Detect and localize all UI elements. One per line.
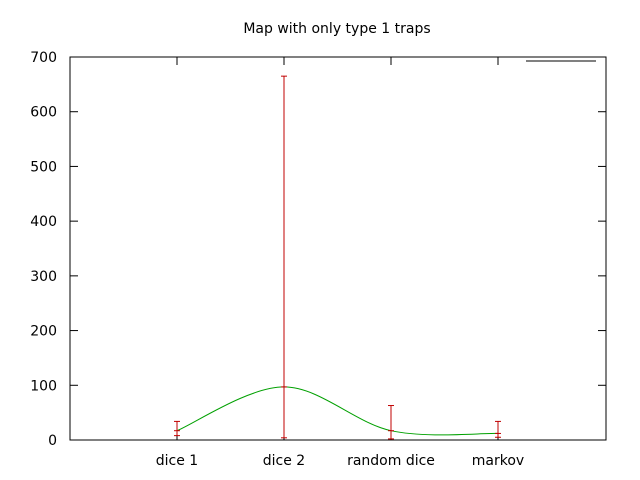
y-tick-label: 700 bbox=[30, 50, 57, 66]
y-tick-label: 0 bbox=[48, 433, 57, 449]
x-axis: dice 1 dice 2 random dice markov bbox=[156, 57, 524, 469]
series-layer bbox=[174, 75, 501, 440]
x-tick-label: dice 2 bbox=[263, 453, 305, 469]
x-tick-label: dice 1 bbox=[156, 453, 198, 469]
y-tick-label: 600 bbox=[30, 105, 57, 121]
y-tick-label: 500 bbox=[30, 159, 57, 175]
plot-frame bbox=[69, 56, 607, 441]
y-tick-label: 400 bbox=[30, 214, 57, 230]
x-tick-label: markov bbox=[472, 453, 524, 469]
y-tick-label: 200 bbox=[30, 324, 57, 340]
chart-title: Map with only type 1 traps bbox=[243, 21, 430, 37]
y-tick-label: 300 bbox=[30, 269, 57, 285]
x-tick-label: random dice bbox=[347, 453, 435, 469]
y-axis: 0 100 200 300 400 500 600 700 bbox=[30, 50, 606, 449]
y-tick-label: 100 bbox=[30, 378, 57, 394]
series-line bbox=[176, 386, 499, 436]
